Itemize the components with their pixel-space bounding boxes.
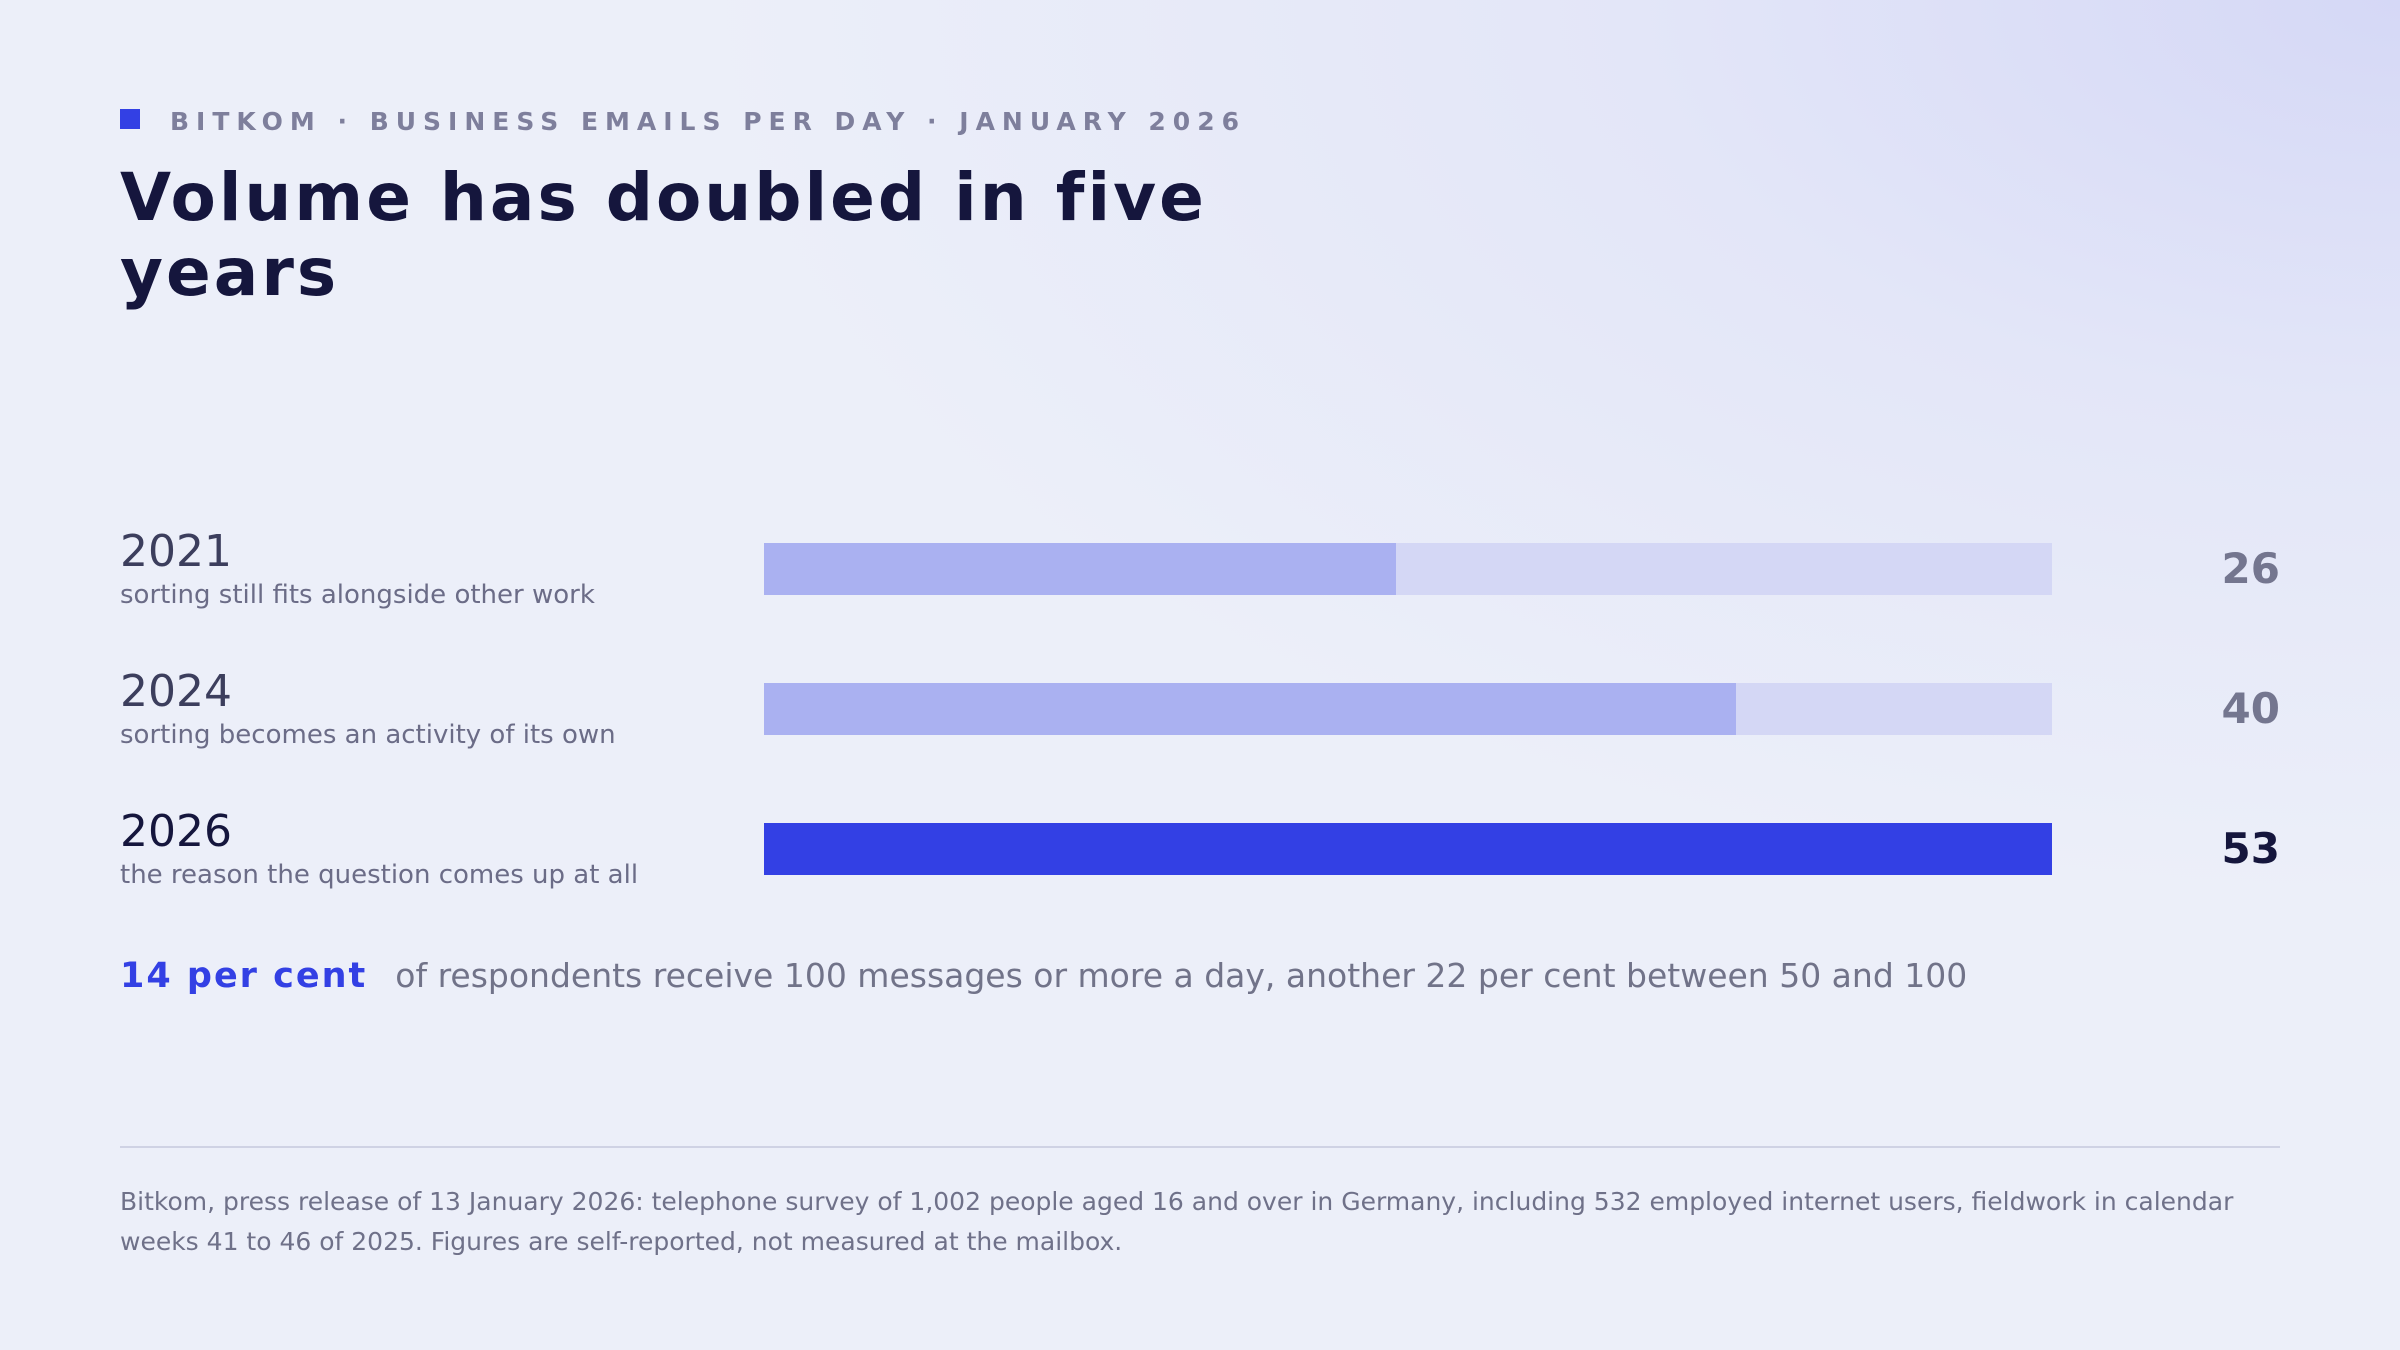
- category-caption: the reason the question comes up at all: [120, 860, 639, 890]
- chart-row: 2021 sorting still fits alongside other …: [0, 527, 2400, 617]
- kicker: BITKOM · BUSINESS EMAILS PER DAY · JANUA…: [120, 104, 1246, 138]
- page-title: Volume has doubled in five years: [120, 159, 1207, 311]
- kicker-text: BITKOM · BUSINESS EMAILS PER DAY · JANUA…: [170, 106, 1246, 136]
- category-label: 2024: [120, 666, 232, 717]
- value-label: 40: [2221, 684, 2280, 733]
- category-caption: sorting still fits alongside other work: [120, 580, 595, 610]
- bar-track: [764, 823, 2052, 875]
- category-label: 2026: [120, 806, 232, 857]
- stat-highlight: 14 per cent: [120, 956, 368, 996]
- stat-text: of respondents receive 100 messages or m…: [395, 956, 1968, 995]
- bar: [764, 543, 1396, 595]
- bar: [764, 683, 1737, 735]
- key-stat: 14 per cent of respondents receive 100 m…: [120, 956, 1967, 996]
- accent-square-icon: [120, 109, 140, 129]
- chart-row: 2024 sorting becomes an activity of its …: [0, 667, 2400, 757]
- bar: [764, 823, 2052, 875]
- value-label: 26: [2221, 544, 2280, 593]
- bar-track: [764, 543, 2052, 595]
- bar-track: [764, 683, 2052, 735]
- category-label: 2021: [120, 526, 232, 577]
- category-caption: sorting becomes an activity of its own: [120, 720, 616, 750]
- divider: [120, 1146, 2280, 1148]
- chart-row: 2026 the reason the question comes up at…: [0, 807, 2400, 897]
- source-note: Bitkom, press release of 13 January 2026…: [120, 1187, 2234, 1256]
- value-label: 53: [2221, 824, 2280, 873]
